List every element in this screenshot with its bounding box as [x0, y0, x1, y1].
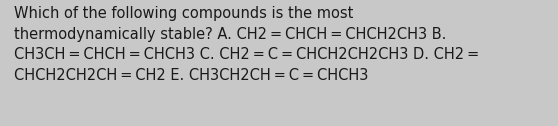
Text: Which of the following compounds is the most
thermodynamically stable? A. CH2 ═ : Which of the following compounds is the … — [14, 6, 478, 83]
